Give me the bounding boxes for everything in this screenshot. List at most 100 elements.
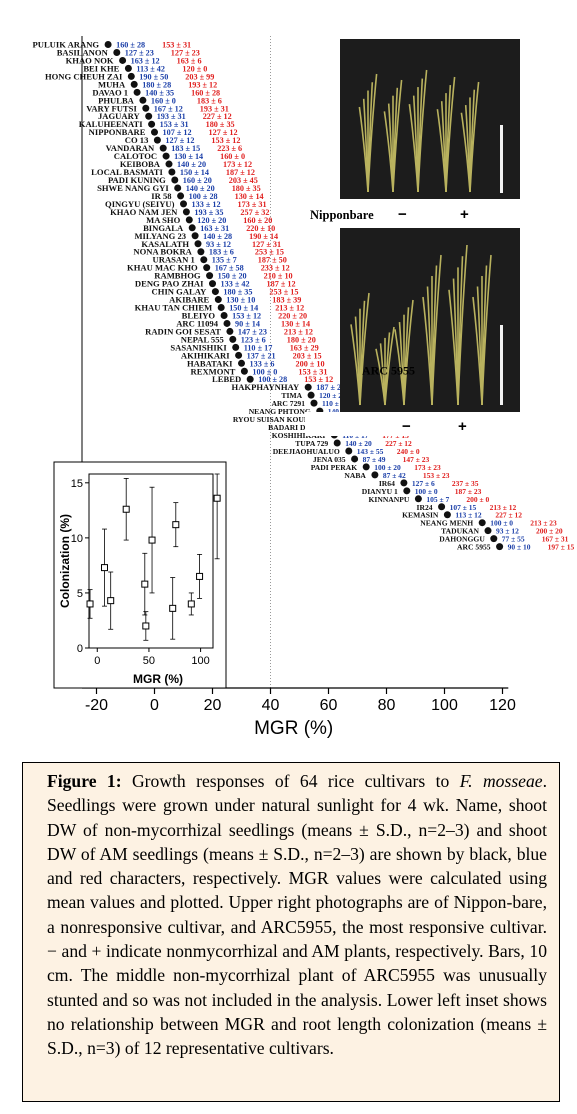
inset-marker	[86, 600, 94, 608]
cultivar-name: BLEIYO	[182, 310, 216, 320]
shoot-dw-nonmyc: 167 ± 12	[154, 104, 183, 113]
shoot-dw-am: 187 ± 50	[258, 256, 287, 265]
shoot-dw-nonmyc: 100 ± 0	[415, 487, 438, 496]
colonization-inset: 0 5 10 15 0 50 100 MGR (%) Colonization (%)	[53, 461, 227, 689]
shoot-dw-am: 167 ± 31	[542, 535, 569, 544]
shoot-dw-am: 223 ± 6	[217, 144, 242, 153]
cultivar-name: BASILANON	[57, 47, 109, 57]
mgr-point	[209, 280, 216, 288]
mgr-point	[484, 527, 492, 535]
shoot-dw-nonmyc: 120 ± 28	[319, 391, 346, 400]
shoot-dw-nonmyc: 100 ± 28	[189, 192, 218, 201]
cultivar-row: HABATAKI 133 ± 6 200 ± 10	[187, 358, 325, 368]
mgr-point	[159, 144, 167, 152]
plant-shoot	[375, 326, 395, 406]
mgr-point	[333, 439, 341, 447]
mgr-point	[177, 192, 185, 200]
cultivar-name: KHAU TAN CHIEM	[135, 303, 213, 313]
mgr-point	[188, 224, 196, 232]
mgr-point	[180, 200, 187, 208]
cultivar-row: BLEIYO 153 ± 12 220 ± 20	[182, 310, 308, 320]
mgr-point	[304, 383, 312, 391]
cultivar-name: KEIBOBA	[120, 159, 161, 169]
plant-shoot	[422, 254, 442, 406]
cultivar-row: KINNANPU 105 ± 7 200 ± 0	[368, 495, 489, 504]
mgr-point	[142, 104, 150, 112]
inset-axes-box	[88, 473, 214, 649]
shoot-dw-nonmyc: 123 ± 6	[241, 335, 266, 344]
shoot-dw-nonmyc: 140 ± 20	[186, 184, 215, 193]
inset-marker	[172, 521, 180, 529]
cultivar-name: JENA 035	[313, 455, 346, 464]
mgr-point	[203, 264, 211, 272]
shoot-dw-am: 187 ± 12	[226, 168, 255, 177]
mgr-point	[182, 208, 190, 216]
cultivar-row: PADI KUNING 160 ± 20 203 ± 45	[108, 175, 258, 185]
inset-x-tick-label: 100	[191, 655, 209, 667]
shoot-dw-am: 173 ± 23	[414, 463, 441, 472]
cultivar-row: CALOTOC 130 ± 14 160 ± 0	[114, 151, 245, 161]
photo-panels: Nipponbare − + − + ARC 5955	[305, 39, 520, 436]
shoot-dw-am: 163 ± 6	[177, 56, 202, 65]
x-tick-label: 0	[150, 697, 159, 714]
shoot-dw-nonmyc: 153 ± 31	[160, 120, 189, 129]
x-tick-label: 40	[262, 697, 280, 714]
cultivar-name: SHWE NANG GYI	[97, 183, 169, 193]
mgr-point	[165, 160, 173, 168]
x-tick-label: 120	[489, 697, 516, 714]
shoot-dw-am: 200 ± 10	[296, 359, 325, 368]
plant-shoot	[350, 292, 370, 406]
mgr-point	[185, 216, 193, 224]
cultivar-name: KINNANPU	[368, 495, 409, 504]
shoot-dw-am: 227 ± 12	[203, 112, 232, 121]
shoot-dw-am: 130 ± 14	[235, 192, 264, 201]
shoot-dw-nonmyc: 100 ± 0	[252, 367, 277, 376]
shoot-dw-nonmyc: 140 ± 20	[177, 160, 206, 169]
cultivar-name: PHULBA	[98, 95, 135, 105]
plant-shoot	[358, 73, 378, 193]
shoot-dw-nonmyc: 120 ± 20	[197, 216, 226, 225]
shoot-dw-nonmyc: 193 ± 35	[194, 208, 223, 217]
cultivar-name: ARC 7291	[271, 399, 305, 408]
shoot-dw-am: 183 ± 39	[272, 296, 301, 305]
plant-shoot	[436, 76, 456, 193]
x-axis-label: MGR (%)	[254, 718, 333, 739]
shoot-dw-nonmyc: 90 ± 10	[508, 543, 531, 552]
cultivar-row: ARC 5955 90 ± 10 197 ± 15	[457, 543, 574, 552]
shoot-dw-nonmyc: 140 ± 20	[345, 439, 372, 448]
cultivar-name: JAGUARY	[98, 111, 141, 121]
mgr-point	[151, 128, 158, 136]
mgr-point	[194, 240, 202, 248]
shoot-dw-nonmyc: 93 ± 12	[206, 240, 231, 249]
shoot-dw-am: 213 ± 12	[284, 327, 313, 336]
shoot-dw-nonmyc: 193 ± 31	[157, 112, 186, 121]
shoot-dw-am: 257 ± 32	[240, 208, 269, 217]
shoot-dw-nonmyc: 147 ± 23	[238, 327, 267, 336]
shoot-dw-am: 160 ± 0	[220, 152, 245, 161]
cultivar-row: KHAO NAM JEN 193 ± 35 257 ± 32	[110, 207, 269, 217]
mgr-point	[214, 296, 222, 304]
shoot-dw-nonmyc: 160 ± 28	[116, 41, 145, 50]
shoot-dw-am: 253 ± 15	[255, 248, 284, 257]
cultivar-row: NONA BOKRA 183 ± 6 253 ± 15	[133, 247, 284, 257]
shoot-dw-am: 227 ± 12	[385, 439, 412, 448]
cultivar-row: CO 13 127 ± 12 153 ± 12	[125, 135, 241, 145]
cultivar-name: HONG CHEUH ZAI	[45, 71, 123, 81]
shoot-dw-nonmyc: 133 ± 6	[250, 359, 275, 368]
cultivar-row: KHAO NOK 163 ± 12 163 ± 6	[66, 55, 202, 65]
shoot-dw-nonmyc: 113 ± 42	[136, 64, 165, 73]
shoot-dw-am: 163 ± 29	[290, 343, 319, 352]
plant-shoot	[460, 81, 480, 193]
mgr-point	[443, 511, 451, 519]
inset-x-label: MGR (%)	[133, 672, 183, 686]
cultivar-row: REXMONT 100 ± 0 153 ± 31	[191, 366, 328, 376]
cultivar-row: DENG PAO ZHAI 133 ± 42 187 ± 12	[135, 279, 296, 289]
shoot-dw-am: 213 ± 23	[530, 519, 557, 528]
inset-y-label: Colonization (%)	[58, 514, 72, 608]
shoot-dw-am: 200 ± 20	[536, 527, 563, 536]
mgr-point	[191, 232, 199, 240]
cultivar-row: ARC 11094 90 ± 14 130 ± 14	[176, 318, 310, 328]
x-axis-ticks: -20 0 20 40 60 80 100 120	[85, 688, 516, 714]
shoot-dw-nonmyc: 150 ± 14	[229, 304, 258, 313]
x-tick-label: -20	[85, 697, 108, 714]
